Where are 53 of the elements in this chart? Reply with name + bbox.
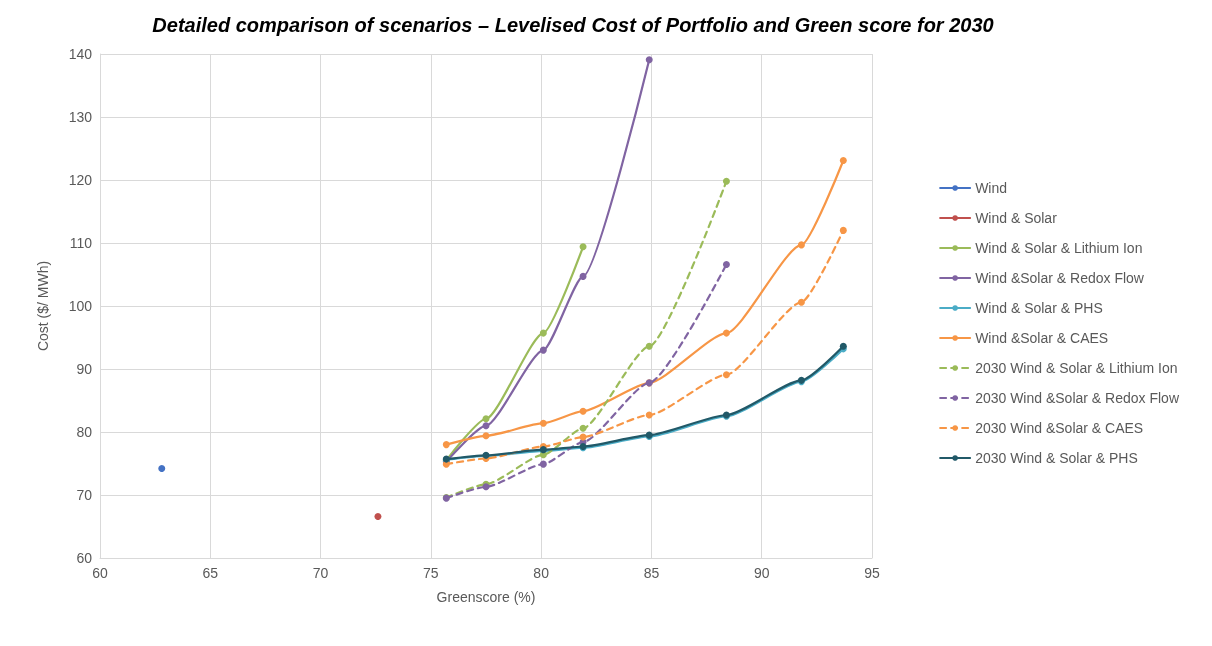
x-tick-label: 75 [423,565,439,581]
legend-label: 2030 Wind & Solar & PHS [975,450,1138,466]
y-tick-label: 90 [76,361,93,377]
point [482,422,490,430]
point [645,411,653,419]
point [539,460,547,468]
y-tick-label: 80 [76,424,93,440]
legend-label: 2030 Wind & Solar & Lithium Ion [975,360,1178,376]
point [797,241,805,249]
legend-label: Wind & Solar [975,210,1058,226]
x-tick-label: 70 [312,565,329,581]
y-tick-label: 140 [68,46,93,62]
y-tick-label: 120 [68,172,93,188]
point [579,272,587,280]
y-tick-label: 70 [76,487,93,503]
point [579,407,587,415]
y-tick-label: 130 [68,109,93,125]
legend-label: Wind &Solar & CAES [975,330,1109,346]
point [539,346,547,354]
point [722,260,730,268]
point [579,424,587,432]
point [722,371,730,379]
legend-label: Wind &Solar & Redox Flow [975,270,1145,286]
point [839,226,847,234]
x-tick-label: 80 [533,565,550,581]
legend-label: Wind & Solar & Lithium Ion [975,240,1143,256]
point [482,415,490,423]
point [722,329,730,337]
x-tick-label: 65 [202,565,219,581]
point [442,441,450,449]
y-axis-title: Cost ($/ MWh) [35,260,51,352]
x-tick-label: 90 [753,565,770,581]
point [722,177,730,185]
y-tick-label: 110 [69,235,93,251]
point [539,329,547,337]
point [839,156,847,164]
legend-label: Wind & Solar & PHS [975,300,1103,316]
point [482,432,490,440]
point [579,243,587,251]
legend-label: 2030 Wind &Solar & Redox Flow [975,390,1180,406]
x-axis-title: Greenscore (%) [436,589,536,605]
x-tick-label: 60 [92,565,108,581]
chart-title: Detailed comparison of scenarios – Levelised Cost of Portfolio and Green score for 2030 [152,14,994,36]
y-tick-label: 100 [68,298,93,314]
point [539,419,547,427]
y-tick-label: 60 [76,550,93,566]
legend-label: Wind [975,180,1008,196]
point [645,56,653,64]
x-tick-label: 85 [643,565,660,581]
legend-label: 2030 Wind &Solar & CAES [975,420,1144,436]
point [797,298,805,306]
point [645,342,653,350]
x-tick-label: 95 [864,565,880,581]
